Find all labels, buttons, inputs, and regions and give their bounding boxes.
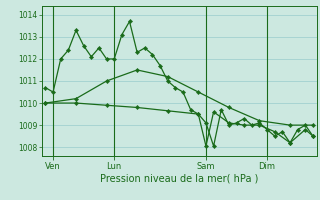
X-axis label: Pression niveau de la mer( hPa ): Pression niveau de la mer( hPa ) — [100, 173, 258, 183]
